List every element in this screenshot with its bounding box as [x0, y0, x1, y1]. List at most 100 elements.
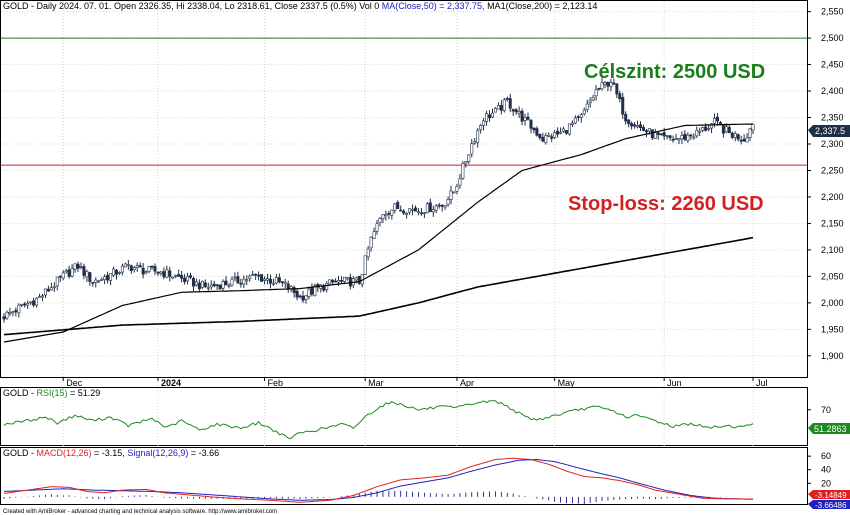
candle-body [345, 277, 349, 280]
candle-body [58, 275, 62, 278]
candle-body [29, 301, 33, 304]
y-tick-label: 2,550 [821, 7, 844, 17]
macd-tick-label: 20 [821, 478, 831, 488]
x-tick-label: May [558, 378, 576, 388]
candle-body [692, 136, 696, 139]
x-tick-label: 2024 [161, 378, 181, 388]
candle-body [579, 114, 583, 118]
candle-body [277, 277, 281, 283]
candle-body [67, 269, 71, 277]
candle-body [254, 273, 258, 276]
candle-body [414, 207, 418, 212]
candle-body [624, 113, 628, 122]
rsi-badge-label: 51.2863 [814, 424, 847, 434]
candle-body [123, 263, 127, 268]
candle-body [588, 100, 592, 104]
candle-body [295, 290, 299, 298]
candle-body [576, 116, 580, 118]
candle-body [434, 205, 438, 211]
candle-body [526, 116, 530, 120]
candle-body [218, 284, 222, 290]
candle-body [431, 209, 435, 213]
candle-body [109, 273, 113, 281]
candle-body [174, 274, 178, 277]
candle-body [378, 218, 382, 223]
candle-body [375, 223, 379, 232]
candle-body [339, 280, 343, 282]
candle-body [186, 276, 190, 282]
candle-body [493, 108, 497, 113]
candle-body [529, 119, 533, 129]
candle-body [49, 287, 53, 291]
candle-body [470, 143, 474, 155]
candle-body [384, 214, 388, 217]
candle-body [85, 271, 89, 278]
candle-body [236, 276, 240, 284]
candle-body [668, 135, 672, 139]
candle-body [695, 130, 699, 137]
candle-body [393, 203, 397, 211]
candle-body [520, 110, 524, 122]
rsi-line [3, 400, 754, 439]
candle-body [70, 268, 74, 277]
candle-body [541, 136, 545, 142]
level-lines [1, 37, 807, 166]
candle-body [147, 266, 151, 272]
y-tick-label: 2,350 [821, 113, 844, 123]
candle-body [618, 93, 622, 100]
candle-body [307, 288, 311, 297]
candle-body [366, 248, 370, 258]
candle-body [597, 87, 601, 90]
candle-body [505, 98, 509, 100]
candle-body [233, 276, 237, 279]
candle-body [337, 280, 341, 283]
candle-body [79, 266, 83, 268]
y-tick-label: 2,050 [821, 271, 844, 281]
macd-badge-label: -3.14849 [815, 491, 847, 500]
y-tick-label: 2,500 [821, 33, 844, 43]
candle-body [745, 137, 749, 143]
candle-body [419, 212, 423, 215]
candle-body [112, 268, 116, 276]
x-tick-label: Jul [756, 378, 768, 388]
candle-body [496, 105, 500, 110]
candle-body [126, 264, 130, 266]
candle-body [733, 133, 737, 138]
candle-body [260, 274, 264, 282]
rsi-badge: 51.2863 [808, 423, 850, 434]
candle-body [467, 154, 471, 162]
price-panel [0, 0, 808, 378]
macd-header: GOLD - MACD(12,26) = -3.15, Signal(12,26… [3, 448, 219, 458]
candle-body [390, 209, 394, 216]
date-axis: Dec 2024 Feb Mar Apr May Jun Jul [62, 377, 768, 388]
candle-body [538, 134, 542, 139]
candle-body [573, 117, 577, 124]
candle-body [633, 124, 637, 127]
candle-body [662, 132, 666, 137]
candle-body [408, 208, 412, 213]
candle-body [736, 134, 740, 140]
candle-body [191, 278, 195, 287]
candle-body [103, 276, 107, 281]
moving-averages [3, 123, 754, 343]
candle-body [458, 178, 462, 186]
candle-body [701, 127, 705, 131]
candle-body [159, 271, 163, 274]
target-annotation: Célszint: 2500 USD [584, 61, 765, 83]
candle-body [197, 282, 201, 290]
candle-body [659, 133, 663, 136]
macd-tick-label: 60 [821, 451, 831, 461]
candle-body [547, 135, 551, 137]
chart-header: GOLD - Daily 2024. 07. 01. Open 2326.35,… [3, 1, 597, 11]
candle-body [274, 277, 278, 284]
candle-body [665, 135, 669, 137]
candle-body [411, 209, 415, 211]
rsi-panel [0, 387, 808, 446]
candle-body [671, 138, 675, 141]
candle-body [686, 134, 690, 141]
x-tick-label: Dec [66, 378, 83, 388]
y-tick-label: 2,300 [821, 139, 844, 149]
footer-credit: Created with AmiBroker - advanced charti… [3, 509, 277, 515]
candle-body [603, 82, 607, 85]
candle-body [52, 286, 56, 289]
